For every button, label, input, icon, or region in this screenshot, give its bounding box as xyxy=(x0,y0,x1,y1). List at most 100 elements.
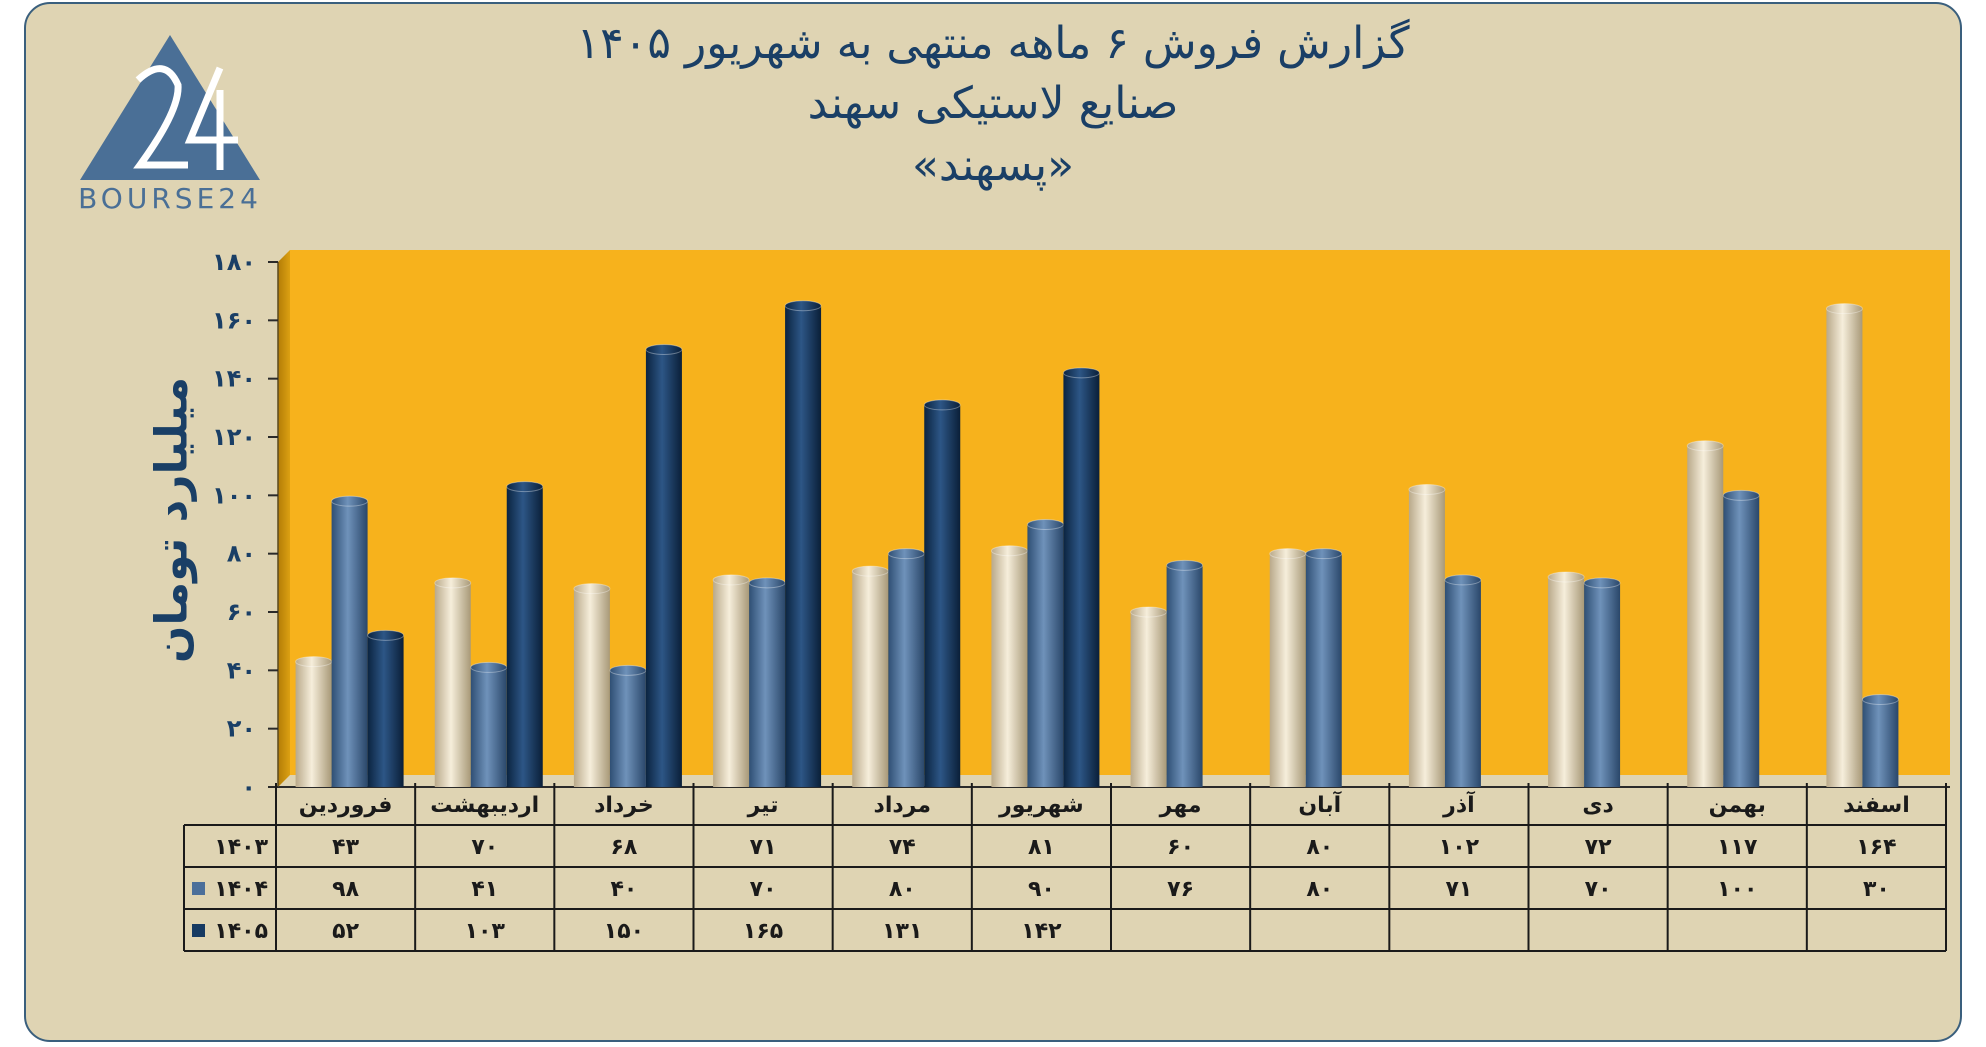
x-category-label: مهر xyxy=(1159,793,1202,818)
y-tick-label: ۰ xyxy=(241,773,256,801)
legend-swatch xyxy=(192,882,205,895)
bar-body xyxy=(1687,445,1724,787)
bar-body xyxy=(888,553,925,787)
bar xyxy=(1269,548,1307,787)
bar xyxy=(331,495,369,787)
chart-title: گزارش فروش ۶ ماهه منتهی به شهریور ۱۴۰۵ xyxy=(576,18,1410,69)
table-cell-value: ۴۱ xyxy=(471,877,498,902)
plot-left-wall xyxy=(278,250,290,787)
bar-cap xyxy=(1062,367,1100,379)
y-tick-label: ۱۰۰ xyxy=(212,481,256,509)
bar-cap xyxy=(887,548,925,560)
bar-body xyxy=(1548,577,1585,787)
bar-body xyxy=(1027,524,1064,787)
bar xyxy=(1583,577,1621,787)
bar-body xyxy=(924,404,961,787)
bar xyxy=(1722,489,1760,787)
bar-body xyxy=(1862,699,1899,787)
bar-body xyxy=(506,486,543,787)
x-category-label: تیر xyxy=(747,793,779,818)
table-cell-value: ۴۳ xyxy=(332,835,359,860)
bar xyxy=(506,481,544,787)
x-category-label: خرداد xyxy=(594,793,654,818)
bar-cap xyxy=(331,495,369,507)
bar-body xyxy=(295,661,332,787)
bar-cap xyxy=(1026,519,1064,530)
bar-cap xyxy=(1166,559,1204,571)
y-tick-label: ۲۰ xyxy=(227,715,256,743)
x-category-label: آذر xyxy=(1442,790,1475,818)
x-category-label: شهریور xyxy=(998,793,1084,818)
bar-cap xyxy=(1444,574,1482,586)
legend-entry: ۱۴۰۴ xyxy=(192,877,268,902)
table-cell-value: ۸۰ xyxy=(1306,835,1333,860)
bar xyxy=(470,661,508,787)
y-tick-label: ۱۲۰ xyxy=(212,423,256,451)
bar-body xyxy=(1130,612,1167,787)
legend-entry: ۱۴۰۵ xyxy=(192,919,268,944)
bar xyxy=(609,664,647,787)
x-category-label: اسفند xyxy=(1843,793,1910,818)
bourse24-logo xyxy=(80,35,260,180)
table-cell-value: ۷۲ xyxy=(1585,835,1612,860)
y-tick-label: ۴۰ xyxy=(227,656,256,684)
logo-two-glyph xyxy=(133,65,188,169)
x-category-label: اردیبهشت xyxy=(430,793,539,818)
bar xyxy=(1686,440,1724,787)
table-cell-value: ۱۰۳ xyxy=(465,919,506,944)
plot-area xyxy=(290,250,1950,775)
legend-entry: ۱۴۰۳ xyxy=(214,835,268,860)
bar xyxy=(1408,484,1446,787)
bar-cap xyxy=(1722,489,1760,501)
x-category-label: آبان xyxy=(1298,790,1341,818)
bar xyxy=(1825,303,1863,787)
legend-label: ۱۴۰۴ xyxy=(214,877,268,902)
bar xyxy=(712,574,750,787)
bar-body xyxy=(367,635,404,787)
table-cell-value: ۱۵۰ xyxy=(604,919,644,944)
bar-body xyxy=(331,501,368,787)
y-tick-label: ۱۴۰ xyxy=(212,365,256,393)
x-category-label: دی xyxy=(1582,793,1613,818)
table-cell-value: ۷۴ xyxy=(889,835,916,860)
legend-label: ۱۴۰۳ xyxy=(214,835,268,860)
table-cell-value: ۷۶ xyxy=(1167,877,1194,902)
bar-cap xyxy=(573,583,611,595)
table-cell-value: ۱۰۰ xyxy=(1717,877,1757,902)
table-cell-value: ۹۰ xyxy=(1028,877,1055,902)
bar-cap xyxy=(1269,548,1307,560)
bar-cap xyxy=(1686,440,1724,452)
x-category-label: فروردین xyxy=(299,793,393,818)
y-tick-label: ۱۸۰ xyxy=(212,248,256,276)
bar-cap xyxy=(1825,303,1863,315)
legend-swatch xyxy=(192,924,205,937)
bar xyxy=(1444,574,1482,787)
bar-cap xyxy=(1583,577,1621,589)
bar xyxy=(645,344,683,787)
bar xyxy=(1305,548,1343,787)
table-cell-value: ۱۱۷ xyxy=(1717,835,1758,860)
table-cell-value: ۷۰ xyxy=(1585,877,1612,902)
bar-body xyxy=(1063,372,1100,787)
bar xyxy=(990,545,1028,787)
bar-body xyxy=(1305,553,1342,787)
table-cell-value: ۶۸ xyxy=(610,835,637,860)
table-cell-value: ۷۰ xyxy=(750,877,777,902)
bar-body xyxy=(1444,579,1481,787)
bar xyxy=(367,629,405,787)
bar xyxy=(1130,606,1168,787)
bar-cap xyxy=(1547,571,1585,583)
bar-cap xyxy=(1305,548,1343,560)
table-cell-value: ۸۱ xyxy=(1028,835,1055,860)
chart-subtitle: صنایع لاستیکی سهند xyxy=(807,78,1179,129)
bar-cap xyxy=(1130,606,1168,618)
table-cell-value: ۷۱ xyxy=(1445,877,1472,902)
bar xyxy=(784,300,822,787)
bar-cap xyxy=(748,577,786,589)
legend-label: ۱۴۰۵ xyxy=(214,919,268,944)
bar-cap xyxy=(851,565,889,577)
x-category-label: بهمن xyxy=(1709,793,1766,818)
bar-cap xyxy=(784,300,822,312)
table-cell-value: ۸۰ xyxy=(1306,877,1333,902)
bar-cap xyxy=(609,664,647,676)
